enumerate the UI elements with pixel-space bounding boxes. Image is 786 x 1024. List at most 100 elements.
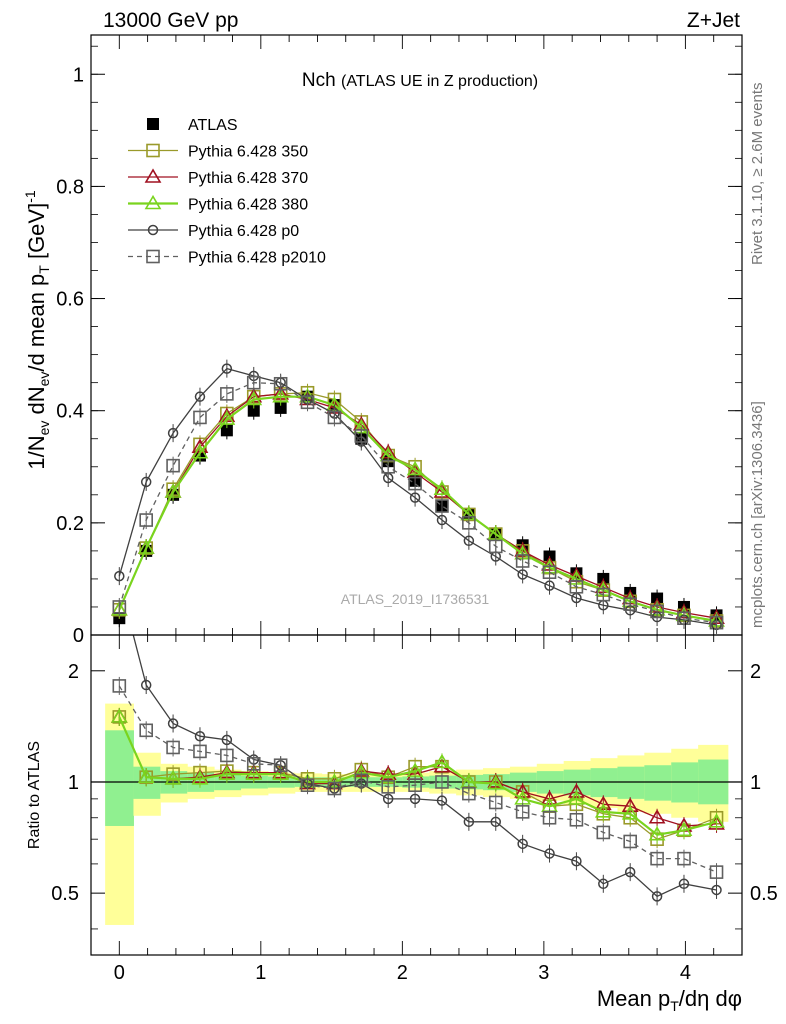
inner-uncertainty-band [590, 768, 618, 798]
ratio-series-group [110, 635, 725, 906]
ratio-y-axis-label: Ratio to ATLAS [26, 741, 43, 849]
ratio-data-point [409, 793, 421, 805]
ratio-data-point [623, 834, 637, 849]
ratio-data-point [490, 816, 502, 828]
ratio-data-point [517, 838, 528, 850]
mcplots-label: mcplots.cern.ch [arXiv:1306.3436] [749, 401, 766, 628]
ratio-y-tick-label-left: 2 [68, 661, 79, 683]
ratio-data-point [110, 708, 128, 723]
ratio-y-tick-label-right: 1 [750, 772, 761, 794]
ratio-data-point [354, 773, 369, 788]
legend-marker [147, 224, 159, 236]
legend-marker [144, 168, 162, 183]
legend-label: Pythia 6.428 370 [188, 170, 308, 187]
ratio-data-point [408, 778, 422, 793]
ratio-axes: 0.5 0.5 1 1 2 2 0 1 2 3 4 [51, 634, 778, 984]
main-data-point [433, 480, 451, 496]
ratio-data-point [272, 765, 290, 780]
ratio-data-point [462, 786, 476, 801]
legend-marker [146, 143, 160, 158]
main-data-point [221, 363, 233, 374]
ratio-data-point [678, 878, 690, 890]
ratio-data-point [648, 809, 666, 824]
main-data-point [139, 513, 153, 527]
ratio-data-point [487, 774, 505, 790]
main-data-point [167, 427, 179, 439]
main-series-line [118, 393, 717, 619]
main-data-point [542, 565, 557, 579]
main-data-point [435, 499, 449, 513]
ratio-data-point [191, 770, 209, 785]
ratio-data-point [488, 795, 503, 810]
ratio-data-point [327, 781, 342, 796]
legend-entry: Pythia 6.428 p2010 [128, 250, 326, 267]
main-data-point [194, 391, 206, 402]
ratio-data-point [166, 740, 180, 755]
main-data-point [112, 600, 127, 614]
main-data-point [166, 458, 180, 473]
ratio-data-point [406, 762, 424, 777]
legend-label: Pythia 6.428 350 [188, 144, 308, 161]
legend-entry: Pythia 6.428 p0 [128, 223, 299, 240]
ratio-data-point [167, 718, 179, 729]
x-tick-label: 2 [397, 962, 408, 984]
main-data-point [409, 492, 421, 503]
main-data-point [515, 554, 530, 568]
main-y-tick-label: 0 [73, 625, 84, 647]
legend-entry: Pythia 6.428 370 [128, 168, 308, 187]
legend-marker [144, 194, 162, 210]
main-data-point [247, 404, 260, 417]
ratio-data-point [651, 891, 663, 902]
ratio-data-point [164, 770, 182, 785]
main-data-point [596, 587, 611, 602]
main-data-point [569, 579, 584, 594]
inner-uncertainty-band [644, 765, 672, 801]
ratio-data-point [221, 734, 233, 746]
main-series-group [110, 359, 725, 634]
x-tick-label: 3 [538, 962, 549, 984]
ratio-data-point [194, 730, 206, 742]
ratio-data-point [624, 866, 636, 878]
ratio-y-tick-label-left: 0.5 [51, 883, 79, 905]
main-data-point [488, 539, 503, 554]
ratio-data-point [245, 765, 263, 780]
ratio-data-point [515, 805, 530, 819]
main-data-point [462, 516, 476, 530]
plot-title: Nch (ATLAS UE in Z production) [302, 70, 538, 91]
main-series-5 [112, 373, 724, 632]
ratio-series-4 [112, 676, 724, 882]
main-data-point [408, 476, 422, 491]
main-data-point [354, 429, 369, 443]
energy-label: 13000 GeV pp [103, 9, 238, 32]
main-data-point [246, 375, 261, 390]
main-data-point [137, 539, 155, 554]
main-y-tick-label: 0.4 [56, 401, 84, 423]
legend-entry: Pythia 6.428 380 [128, 194, 308, 214]
ratio-data-point [140, 679, 152, 691]
main-data-point [709, 615, 724, 630]
main-series-line [118, 392, 717, 622]
inner-uncertainty-band [617, 766, 645, 799]
main-data-point [406, 460, 424, 476]
main-data-point [164, 483, 182, 498]
main-data-point [327, 410, 342, 425]
ratio-data-point [544, 848, 555, 859]
main-data-point [300, 395, 315, 410]
legend-label: Pythia 6.428 p0 [188, 223, 299, 240]
ratio-data-point [435, 775, 449, 789]
x-tick-label: 1 [255, 962, 266, 984]
ratio-data-point [709, 865, 724, 879]
legend-entry: ATLAS [147, 117, 238, 134]
ratio-series-line [132, 635, 717, 898]
main-axes: 0 0.2 0.4 0.6 0.8 1 [56, 34, 743, 647]
main-data-point [677, 611, 691, 625]
main-data-point [193, 410, 207, 425]
main-y-tick-label: 0.6 [56, 289, 84, 311]
ratio-data-point [436, 795, 448, 806]
ratio-data-point [708, 813, 725, 828]
ratio-data-point [220, 748, 234, 763]
legend-marker [146, 249, 160, 264]
ratio-data-point [621, 805, 639, 820]
ratio-frame [90, 634, 743, 956]
